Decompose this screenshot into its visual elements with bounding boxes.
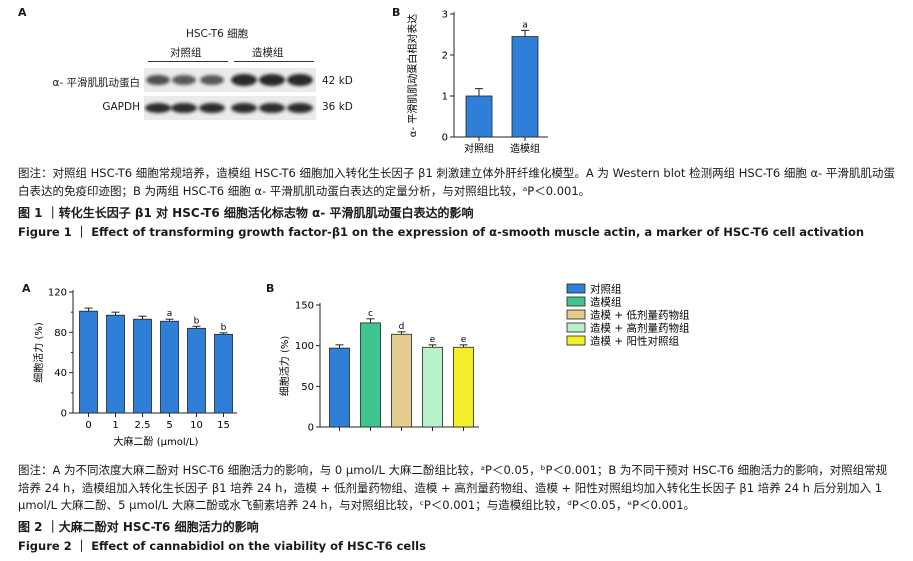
fig1B-sig-label: a [522, 20, 528, 30]
fig1B-y-tick-label: 0 [442, 133, 448, 144]
fig2b-legend-label: 造模 + 高剂量药物组 [590, 322, 690, 335]
fig2A-bar [79, 310, 98, 414]
fig2B-y-tick-label: 50 [301, 382, 314, 393]
fig1-title-cn: 图 1 ｜转化生长因子 β1 对 HSC-T6 细胞活化标志物 α- 平滑肌肌动… [18, 206, 474, 220]
fig1-caption-note: 图注：对照组 HSC-T6 细胞常规培养，造模组 HSC-T6 细胞加入转化生长… [18, 166, 895, 198]
fig2-caption-note: 图注：A 为不同浓度大麻二酚对 HSC-T6 细胞活力的影响，与 0 μmol/… [18, 463, 888, 512]
fig1-western-blot-image [144, 68, 316, 120]
fig2B-y-tick-label: 100 [295, 341, 314, 352]
fig2A-bar [214, 333, 233, 414]
fig1-blot-row1-size: 42 kD [322, 75, 353, 87]
fig2b-legend-label: 造模组 [590, 296, 622, 309]
fig2A-sig-label: b [221, 323, 227, 333]
fig2B-sig-label: e [461, 335, 467, 345]
fig2b-legend-label: 对照组 [590, 283, 622, 296]
fig2A-sig-label: a [167, 309, 173, 319]
fig2b-legend-swatch [566, 335, 586, 346]
fig2A-x-tick-label: 15 [217, 420, 230, 431]
fig2A-bar [187, 327, 206, 414]
fig1B-bar [465, 95, 493, 138]
fig2A-bar [133, 318, 152, 414]
fig2A-x-tick-label: 1 [112, 420, 118, 431]
fig2A-y-tick-label: 120 [48, 288, 67, 299]
fig2A-x-tick-label: 0 [85, 420, 91, 431]
fig2B-bar [329, 347, 350, 428]
fig2b-legend-swatch [566, 322, 586, 333]
fig1-group-line-model [234, 61, 314, 62]
fig1-panel-b-letter: B [392, 6, 401, 19]
fig1-group-label-model: 造模组 [252, 47, 284, 59]
fig2A-x-tick-label: 5 [166, 420, 172, 431]
fig2b-legend-swatch [566, 309, 586, 320]
fig1B-x-tick-label: 造模组 [510, 142, 540, 155]
fig2B-bar [422, 346, 443, 428]
fig1-blot-row2-size: 36 kD [322, 101, 353, 113]
fig1-blot-row1-label: α- 平滑肌肌动蛋白 [52, 77, 140, 89]
fig1B-y-tick-label: 1 [442, 92, 448, 103]
fig1-blot-row2-label: GAPDH [102, 101, 140, 113]
fig1B-bar [511, 36, 539, 138]
fig2b-legend-label: 造模 + 低剂量药物组 [590, 309, 690, 322]
fig2A-y-tick-label: 80 [54, 328, 67, 339]
fig2a-bar-chart: 0 40 80 120 0 1 2.5 a 5 b 10 b 15 细胞活力 (%) 大麻二酚 (μmol/… [32, 288, 237, 448]
fig2B-sig-label: e [430, 335, 436, 345]
fig1B-y-axis-label: α- 平滑肌肌动蛋白相对表达 [406, 14, 419, 137]
fig1B-y-tick-label: 2 [442, 51, 448, 62]
fig2b-legend-label: 造模 + 阳性对照组 [590, 335, 679, 348]
fig2-panel-a-letter: A [22, 282, 31, 295]
fig1-panel-a-letter: A [18, 6, 27, 19]
fig1-cell-label: HSC-T6 细胞 [186, 28, 249, 40]
fig2B-bar [453, 346, 474, 428]
fig2A-x-tick-label: 2.5 [135, 420, 151, 431]
fig2A-y-tick-label: 40 [54, 368, 67, 379]
fig2b-legend-swatch [566, 296, 586, 307]
fig2B-y-axis-label: 细胞活力 (%) [278, 336, 291, 397]
fig2A-bar [160, 320, 179, 414]
fig2b-bar-chart: 0 50 100 150 c d e e 细胞活力 (%) [278, 301, 479, 434]
fig2A-y-tick-label: 0 [61, 409, 67, 420]
fig1B-y-tick-label: 3 [442, 10, 448, 21]
fig1B-x-tick-label: 对照组 [464, 142, 494, 155]
fig2B-y-tick-label: 0 [308, 423, 314, 434]
fig2B-sig-label: d [399, 322, 405, 332]
fig2b-legend-swatch [566, 283, 586, 294]
fig2A-x-tick-label: 10 [190, 420, 203, 431]
fig2A-bar [106, 314, 125, 414]
fig1-group-label-control: 对照组 [170, 47, 202, 59]
fig1-title-en: Figure 1 ｜ Effect of transforming growth… [18, 225, 865, 239]
fig2-title-en: Figure 2 ｜ Effect of cannabidiol on the … [18, 539, 426, 553]
fig2B-y-tick-label: 150 [295, 301, 314, 312]
fig1-group-line-control [148, 61, 228, 62]
fig2A-y-axis-label: 细胞活力 (%) [32, 322, 45, 383]
fig2A-sig-label: b [194, 316, 200, 326]
fig2B-bar [360, 322, 381, 428]
fig2B-bar [391, 333, 412, 428]
fig2B-sig-label: c [368, 309, 373, 319]
fig2-title-cn: 图 2 ｜大麻二酚对 HSC-T6 细胞活力的影响 [18, 520, 259, 534]
fig2A-x-axis-label: 大麻二酚 (μmol/L) [114, 435, 199, 448]
fig1b-bar-chart: 0 1 2 3 对照组 a 造模组 α- 平滑肌肌动蛋白相对表达 [406, 10, 548, 155]
fig2-panel-b-letter: B [266, 282, 275, 295]
